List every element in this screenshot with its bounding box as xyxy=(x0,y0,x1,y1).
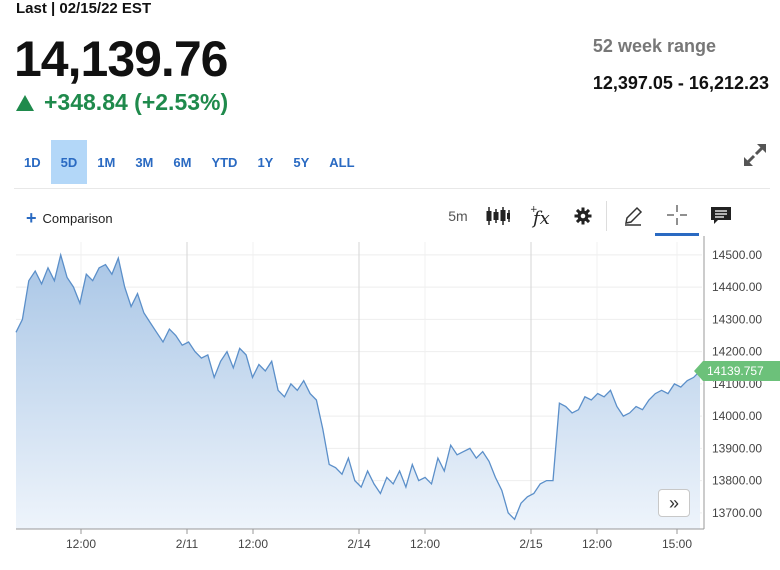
candlestick-button[interactable] xyxy=(476,196,520,236)
x-tick-label: 12:00 xyxy=(582,537,612,551)
y-tick-label: 14000.00 xyxy=(712,409,762,423)
toolbar-divider xyxy=(14,188,770,189)
candlestick-icon xyxy=(486,207,510,225)
chart-axes xyxy=(16,236,705,534)
chart-area xyxy=(15,252,701,529)
period-ytd[interactable]: YTD xyxy=(211,154,238,170)
chart-toolbar: 5m + fx xyxy=(440,196,743,236)
period-all[interactable]: ALL xyxy=(329,154,355,170)
comment-icon xyxy=(711,207,731,224)
x-tick-label: 12:00 xyxy=(238,537,268,551)
settings-button[interactable] xyxy=(564,196,602,236)
comment-button[interactable] xyxy=(699,196,743,236)
up-arrow-icon xyxy=(16,94,34,111)
last-update-label: Last | 02/15/22 EST xyxy=(16,0,152,17)
x-tick-label: 2/11 xyxy=(176,537,199,551)
draw-button[interactable] xyxy=(611,196,655,236)
week-range-label: 52 week range xyxy=(592,36,716,56)
last-value-tag-bg xyxy=(694,360,780,381)
series-area-fill xyxy=(16,254,700,529)
y-tick-label: 14400.00 xyxy=(712,280,762,294)
fx-icon: + fx xyxy=(530,205,550,228)
period-1m[interactable]: 1M xyxy=(97,154,116,170)
comparison-button[interactable]: + Comparison xyxy=(26,209,113,227)
period-selector: 1D 5D 1M 3M 6M YTD 1Y 5Y ALL xyxy=(14,140,365,184)
gear-icon xyxy=(574,207,592,225)
y-tick-label: 13800.00 xyxy=(712,474,762,488)
x-tick-label: 12:00 xyxy=(66,537,96,551)
y-tick-label: 13900.00 xyxy=(712,441,762,455)
week-range-value: 12,397.05 - 16,212.23 xyxy=(592,73,769,93)
svg-text:+: + xyxy=(530,205,538,215)
last-value-tag: 14139.757 xyxy=(694,360,780,381)
period-5d[interactable]: 5D xyxy=(50,140,88,184)
toolbar-separator xyxy=(606,201,607,231)
x-tick-label: 2/14 xyxy=(347,537,371,551)
series-line xyxy=(15,252,701,521)
price-change-value: +348.84 (+2.53%) xyxy=(44,89,229,115)
y-tick-label: 14300.00 xyxy=(712,312,762,326)
last-value-label: 14139.757 xyxy=(707,364,764,378)
crosshair-icon xyxy=(667,204,687,225)
period-1y[interactable]: 1Y xyxy=(257,154,274,170)
period-5y[interactable]: 5Y xyxy=(293,154,310,170)
y-tick-label: 14500.00 xyxy=(712,248,762,262)
comparison-label: Comparison xyxy=(42,210,113,226)
current-price: 14,139.76 xyxy=(14,31,228,87)
chart-labels: 14500.0014400.0014300.0014200.0014100.00… xyxy=(66,248,780,551)
price-chart[interactable]: 14500.0014400.0014300.0014200.0014100.00… xyxy=(0,236,780,566)
y-tick-label: 13700.00 xyxy=(712,506,762,520)
scroll-right-button[interactable]: » xyxy=(658,489,690,517)
svg-text:fx: fx xyxy=(531,208,550,228)
period-6m[interactable]: 6M xyxy=(173,154,192,170)
plus-icon: + xyxy=(26,208,37,228)
price-change: +348.84 (+2.53%) xyxy=(16,89,228,116)
interval-selector[interactable]: 5m xyxy=(448,208,468,224)
pencil-icon xyxy=(625,206,643,226)
x-tick-label: 15:00 xyxy=(662,537,692,551)
period-1d[interactable]: 1D xyxy=(24,154,41,170)
period-3m[interactable]: 3M xyxy=(135,154,154,170)
x-tick-label: 2/15 xyxy=(519,537,543,551)
crosshair-button[interactable] xyxy=(655,196,699,236)
expand-icon[interactable] xyxy=(740,140,770,170)
indicators-button[interactable]: + fx xyxy=(520,196,564,236)
y-tick-label: 14200.00 xyxy=(712,345,762,359)
x-tick-label: 12:00 xyxy=(410,537,440,551)
